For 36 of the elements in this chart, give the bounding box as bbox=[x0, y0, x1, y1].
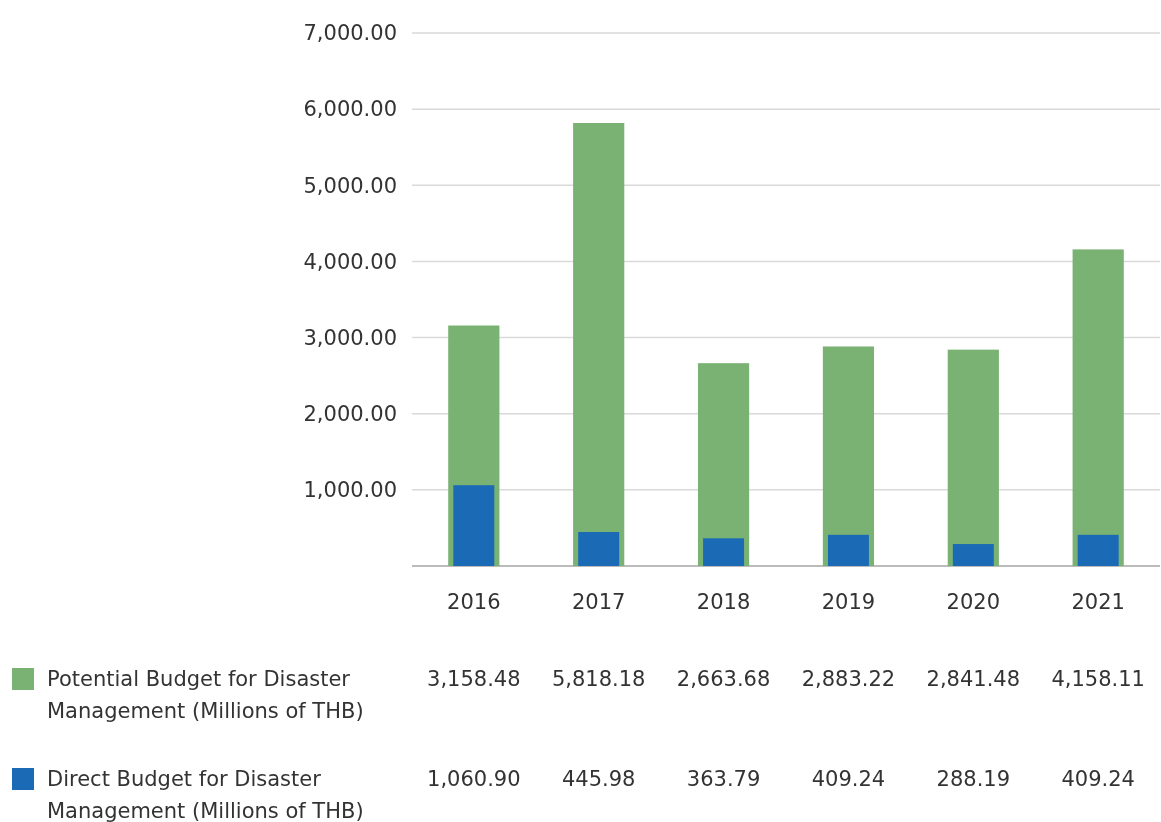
y-tick-label: 7,000.00 bbox=[303, 21, 397, 46]
bar bbox=[703, 538, 745, 566]
x-tick-label: 2019 bbox=[821, 590, 876, 615]
data-label: 2,883.22 bbox=[801, 667, 896, 692]
data-label: 3,158.48 bbox=[427, 667, 521, 692]
data-label: 409.24 bbox=[1061, 767, 1135, 792]
data-label: 445.98 bbox=[561, 767, 636, 792]
bar bbox=[827, 534, 869, 566]
x-tick-label: 2020 bbox=[946, 590, 1001, 615]
data-label: 2,663.68 bbox=[676, 667, 771, 692]
data-label: 288.19 bbox=[936, 767, 1011, 792]
data-label: 5,818.18 bbox=[551, 667, 646, 692]
x-tick-label: 2016 bbox=[447, 590, 501, 615]
data-label: 4,158.11 bbox=[1051, 667, 1145, 692]
bar bbox=[1077, 534, 1119, 566]
data-label: 2,841.48 bbox=[926, 667, 1021, 692]
y-tick-label: 2,000.00 bbox=[303, 402, 397, 427]
x-tick-label: 2018 bbox=[696, 590, 751, 615]
bar bbox=[947, 349, 999, 566]
legend-label: Direct Budget for Disaster Management (Millions of THB) bbox=[47, 767, 364, 822]
data-label: 409.24 bbox=[811, 767, 886, 792]
bar bbox=[453, 485, 495, 566]
x-tick-label: 2021 bbox=[1071, 590, 1125, 615]
y-tick-label: 1,000.00 bbox=[303, 478, 397, 503]
bar bbox=[1072, 249, 1124, 566]
bar bbox=[578, 532, 620, 566]
y-tick-label: 3,000.00 bbox=[303, 325, 397, 350]
data-label: 1,060.90 bbox=[427, 767, 521, 792]
legend-label: Potential Budget for Disaster Management (Millions of THB) bbox=[47, 667, 364, 724]
data-label: 363.79 bbox=[686, 767, 761, 792]
x-tick-label: 2017 bbox=[571, 590, 626, 615]
y-tick-label: 6,000.00 bbox=[303, 97, 397, 122]
bar bbox=[573, 122, 625, 566]
bar bbox=[952, 544, 994, 566]
y-tick-label: 4,000.00 bbox=[303, 249, 397, 274]
y-tick-label: 5,000.00 bbox=[303, 173, 397, 198]
